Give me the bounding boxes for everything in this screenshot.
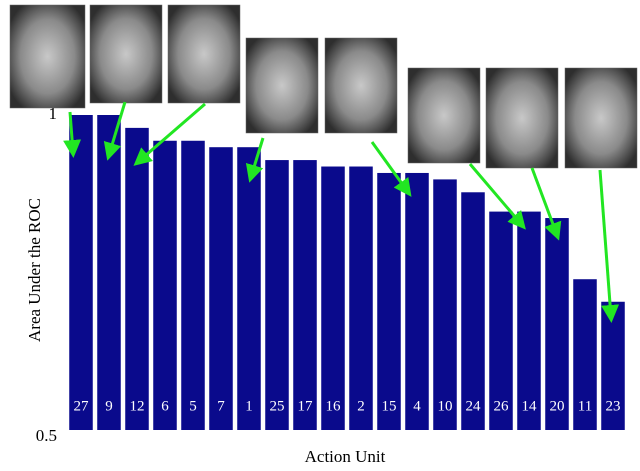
bar	[517, 212, 541, 430]
bar	[237, 147, 261, 430]
x-tick-label: 6	[161, 398, 169, 414]
face-image	[408, 68, 480, 163]
x-tick-label: 27	[74, 398, 90, 414]
x-tick-label: 1	[245, 398, 253, 414]
face-image	[10, 5, 85, 108]
bar	[433, 179, 457, 430]
x-tick-label: 12	[130, 398, 145, 414]
bar	[405, 173, 429, 430]
bar	[321, 167, 345, 430]
bar	[209, 147, 233, 430]
x-tick-label: 10	[438, 398, 453, 414]
face-image	[486, 68, 558, 168]
x-tick-label: 9	[105, 398, 113, 414]
x-tick-label: 5	[189, 398, 197, 414]
x-tick-label: 11	[578, 398, 592, 414]
bar	[125, 128, 149, 430]
y-tick-label: 1	[49, 104, 58, 123]
bar	[349, 167, 373, 430]
face-image	[246, 38, 318, 133]
face-image	[325, 38, 397, 133]
x-tick-label: 2	[357, 398, 365, 414]
x-tick-label: 15	[382, 398, 397, 414]
x-tick-label: 24	[466, 398, 482, 414]
arrow	[600, 170, 611, 317]
x-tick-label: 20	[550, 398, 565, 414]
y-tick-label: 0.5	[36, 426, 57, 445]
bar	[69, 115, 93, 430]
bar	[97, 115, 121, 430]
x-axis-label: Action Unit	[305, 447, 386, 466]
x-tick-label: 14	[522, 398, 538, 414]
bar	[153, 141, 177, 430]
bar	[489, 212, 513, 430]
face-image	[90, 5, 162, 103]
y-axis-label: Area Under the ROC	[25, 198, 44, 342]
chart: 27 9 12 6 5 7 1 25 17 16 2 15 4 10 24 26 14 20 11 23 Area U…	[0, 0, 640, 471]
x-tick-label: 25	[270, 398, 285, 414]
bar	[461, 192, 485, 430]
bar	[181, 141, 205, 430]
face-image	[168, 5, 240, 103]
bar	[293, 160, 317, 430]
x-tick-label: 16	[326, 398, 342, 414]
x-tick-label: 7	[217, 398, 225, 414]
bar	[265, 160, 289, 430]
bar	[377, 173, 401, 430]
x-tick-label: 23	[606, 398, 621, 414]
x-tick-label: 17	[298, 398, 314, 414]
face-image	[565, 68, 637, 168]
x-tick-label: 4	[413, 398, 421, 414]
x-tick-label: 26	[494, 398, 510, 414]
